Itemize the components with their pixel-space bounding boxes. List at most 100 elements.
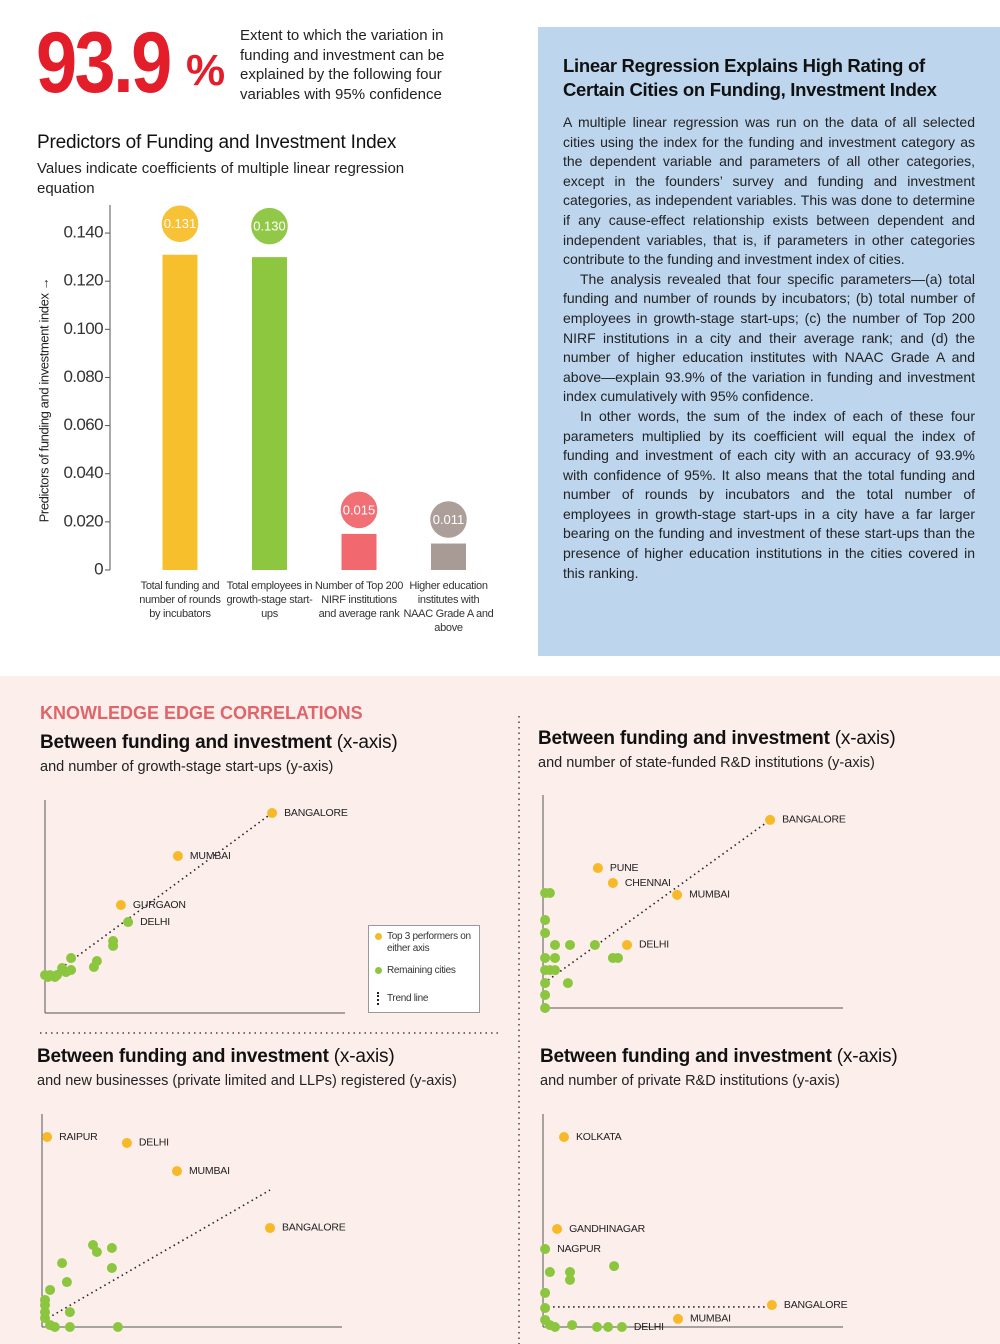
point <box>172 1166 182 1177</box>
point <box>61 1277 72 1288</box>
point <box>609 1261 620 1272</box>
headline-unit: % <box>186 46 226 95</box>
y-tick-label: 0.120 <box>63 271 103 290</box>
point <box>589 939 600 950</box>
point <box>673 1313 683 1324</box>
point <box>565 939 575 950</box>
value-badge <box>339 490 379 530</box>
point <box>565 1267 575 1278</box>
point <box>550 952 560 963</box>
point-label: KOLKATA <box>576 1131 622 1143</box>
x-tick-label: Number of Top 200 NIRF institutions and … <box>314 580 404 620</box>
chart-title: Between funding and investment (x-axis) <box>40 732 398 754</box>
point <box>106 1242 117 1253</box>
point <box>106 1262 117 1273</box>
legend-swatch <box>375 933 382 940</box>
chart-subtitle: and new businesses (private limited and … <box>37 1073 457 1089</box>
y-tick-label: 0.080 <box>63 367 103 386</box>
title-main: Between funding and investment <box>540 1046 832 1067</box>
value-badge <box>428 499 469 540</box>
point <box>42 1132 53 1143</box>
trend-line <box>547 819 771 981</box>
point <box>540 952 551 963</box>
y-axis-label: Predictors of funding and investment ind… <box>36 278 51 523</box>
x-tick-label: Total funding and number of rounds by in… <box>139 580 221 620</box>
point <box>540 928 551 939</box>
paragraph: The analysis revealed that four specific… <box>563 270 975 405</box>
point <box>552 1224 563 1235</box>
point <box>123 917 134 928</box>
point <box>562 978 573 989</box>
legend-label: Trend line <box>387 993 429 1004</box>
point <box>540 978 551 989</box>
point <box>672 889 683 900</box>
point-label: GANDHINAGAR <box>569 1223 646 1235</box>
point <box>540 1244 551 1255</box>
article-body: A multiple linear regression was run on … <box>563 113 975 583</box>
point <box>550 1322 560 1332</box>
point-label: BANGALORE <box>784 1299 848 1311</box>
paragraph: In other words, the sum of the index of … <box>563 407 975 581</box>
point-label: BANGALORE <box>284 807 348 819</box>
point-label: RAIPUR <box>59 1131 98 1143</box>
chart-title: Between funding and investment (x-axis) <box>540 1046 898 1068</box>
point <box>265 1222 275 1233</box>
point <box>108 940 119 951</box>
title-main: Between funding and investment <box>37 1046 329 1067</box>
chart-subtitle: and number of growth-stage start-ups (y-… <box>40 759 334 775</box>
point <box>540 1287 551 1298</box>
article-title: Linear Regression Explains High Rating o… <box>563 55 937 100</box>
point <box>616 1322 627 1332</box>
value-label: 0.130 <box>253 219 286 234</box>
point <box>40 1313 50 1324</box>
legend-swatch <box>377 992 379 1005</box>
title-main: Between funding and investment <box>40 732 332 753</box>
legend-item: Top 3 performers on either axis <box>373 931 477 955</box>
point-label: DELHI <box>634 1321 664 1333</box>
point-label: BANGALORE <box>282 1222 346 1234</box>
section-title: KNOWLEDGE EDGE CORRELATIONS <box>40 703 363 723</box>
value-label: 0.131 <box>164 216 197 231</box>
point <box>550 939 560 950</box>
point-label: MUMBAI <box>190 850 231 862</box>
value-label: 0.015 <box>343 502 376 517</box>
point <box>550 965 560 976</box>
point <box>765 814 776 825</box>
point <box>540 915 551 926</box>
point-label: GURGAON <box>133 899 186 911</box>
section-background <box>0 676 1000 1344</box>
point <box>567 1320 578 1331</box>
chart-title: Between funding and investment (x-axis) <box>538 728 896 750</box>
legend-item: Trend line <box>373 992 477 1005</box>
bar <box>431 543 466 570</box>
point <box>49 1322 60 1332</box>
y-tick-label: 0.020 <box>63 511 103 530</box>
value-label: 0.011 <box>433 512 465 527</box>
y-tick-label: 0.040 <box>63 463 103 482</box>
point <box>540 1303 551 1314</box>
chart-title: Predictors of Funding and Investment Ind… <box>37 132 397 153</box>
x-tick-label: Total employees in growth-stage start-up… <box>226 580 313 620</box>
point <box>540 990 551 1001</box>
point <box>115 900 126 911</box>
chart-subtitle: Values indicate coefficients of multiple… <box>37 160 405 197</box>
point <box>565 1274 575 1285</box>
point-label: DELHI <box>140 916 170 928</box>
point-label: NAGPUR <box>557 1243 601 1255</box>
title-main: Between funding and investment <box>538 728 830 749</box>
article-box <box>538 27 1000 656</box>
headline-caption: Extent to which the variation in funding… <box>240 27 445 103</box>
point <box>43 972 53 983</box>
point <box>540 1003 551 1013</box>
y-tick-label: 0.100 <box>63 319 103 338</box>
point-label: CHENNAI <box>625 877 671 889</box>
legend: Top 3 performers on either axis Remaining… <box>368 925 480 1013</box>
point <box>45 1284 56 1295</box>
headline-figure: 93.9 <box>36 15 172 111</box>
legend-label: Remaining cities <box>387 965 456 976</box>
legend-swatch <box>375 967 382 974</box>
point <box>559 1132 569 1143</box>
legend-label: Top 3 performers on either axis <box>387 931 471 954</box>
bar <box>341 533 377 570</box>
